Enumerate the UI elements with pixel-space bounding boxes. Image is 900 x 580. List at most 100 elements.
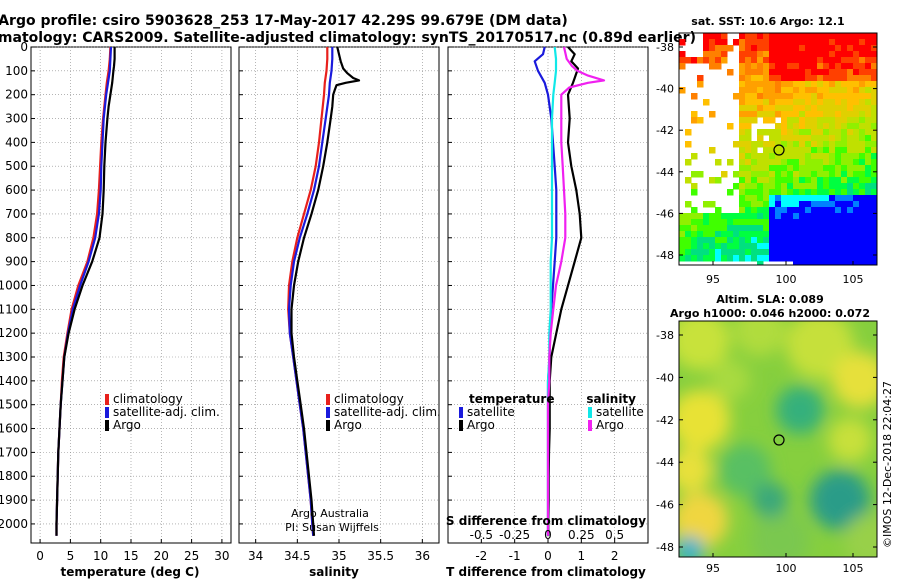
sst-cell [775, 189, 782, 196]
sst-cell [751, 153, 758, 160]
sla-blob [679, 536, 704, 557]
sst-cell [805, 135, 812, 142]
ytick-label: 1400 [0, 374, 28, 388]
difference-panel: -2 -1 0 1 2 -0.5 -0.25 0 0.25 0.5 T difference f… [446, 46, 649, 579]
sst-cell [871, 207, 877, 214]
sst-cell [685, 225, 692, 232]
sst-cell [733, 249, 740, 256]
sla-blob [679, 448, 712, 492]
sst-cell [775, 147, 782, 154]
sst-cell [853, 231, 860, 238]
sst-cell [769, 231, 776, 238]
sst-cell [739, 111, 746, 118]
sst-cell [817, 111, 824, 118]
sst-cell [739, 99, 746, 106]
sst-cell [793, 111, 800, 118]
ytick-label: 500 [5, 159, 28, 173]
sst-cell [727, 237, 734, 244]
sst-cell [823, 183, 830, 190]
sst-cell [787, 75, 794, 82]
sst-cell [757, 33, 764, 40]
sst-cell [817, 51, 824, 58]
sst-cell [871, 243, 877, 250]
sst-cell [811, 249, 818, 256]
sla-blob [679, 390, 730, 450]
ytick-label: 1300 [0, 350, 28, 364]
sst-cell [691, 237, 698, 244]
sst-cell [817, 195, 824, 202]
sst-cell [739, 231, 746, 238]
sst-cell [793, 117, 800, 124]
sst-cell [859, 117, 866, 124]
sst-cell [835, 39, 842, 46]
sst-cell [685, 249, 692, 256]
sst-cell [697, 237, 704, 244]
sst-cell [823, 75, 830, 82]
sst-cell [739, 153, 746, 160]
sst-cell [859, 165, 866, 172]
sst-cell [847, 237, 854, 244]
sst-cell [715, 243, 722, 250]
sst-cell [769, 81, 776, 88]
sst-cell [823, 219, 830, 226]
sst-cell [781, 225, 788, 232]
sst-cell [859, 195, 866, 202]
sst-cell [775, 165, 782, 172]
sst-cell [817, 81, 824, 88]
sst-cell [751, 249, 758, 256]
sst-cell [781, 213, 788, 220]
sst-cell [733, 231, 740, 238]
sst-cell [805, 255, 812, 262]
sst-cell [739, 75, 746, 82]
sst-cell [757, 135, 764, 142]
sst-cell [835, 123, 842, 130]
sst-cell [823, 177, 830, 184]
sst-cell [829, 105, 836, 112]
sst-cell [829, 51, 836, 58]
sst-cell [775, 159, 782, 166]
xtick-label: 25 [184, 549, 199, 563]
sst-cell [781, 135, 788, 142]
sst-cell [697, 243, 704, 250]
sst-cell [739, 129, 746, 136]
sst-cell [817, 165, 824, 172]
sst-cell [799, 105, 806, 112]
sst-cell [709, 201, 716, 208]
sst-cell [853, 195, 860, 202]
sst-cell [865, 225, 872, 232]
sst-cell [865, 219, 872, 226]
sst-cell [685, 159, 692, 166]
sst-cell [829, 231, 836, 238]
sst-cell [781, 99, 788, 106]
sst-cell [739, 123, 746, 130]
sst-cell [763, 111, 770, 118]
sst-cell [799, 33, 806, 40]
sst-cell [799, 117, 806, 124]
sst-cell [799, 243, 806, 250]
sst-cell [847, 81, 854, 88]
sst-cell [769, 159, 776, 166]
sst-cell [841, 231, 848, 238]
sla-map-frame [678, 320, 878, 558]
sst-cell [709, 111, 716, 118]
sst-cell [865, 141, 872, 148]
sst-cell [775, 87, 782, 94]
sst-cell [793, 231, 800, 238]
sst-cell [829, 141, 836, 148]
sst-cell [745, 207, 752, 214]
sst-cell [781, 165, 788, 172]
sst-cell [811, 39, 818, 46]
sst-cell [691, 225, 698, 232]
sst-cell [829, 189, 836, 196]
sst-cell [775, 63, 782, 70]
sst-cell [763, 201, 770, 208]
sst-cell [847, 153, 854, 160]
sst-cell [835, 129, 842, 136]
sst-cell [763, 99, 770, 106]
sst-cell [787, 201, 794, 208]
sst-cell [841, 237, 848, 244]
sst-cell [823, 201, 830, 208]
sla-blob [810, 470, 870, 530]
sst-cell [763, 129, 770, 136]
sst-cell [823, 45, 830, 52]
